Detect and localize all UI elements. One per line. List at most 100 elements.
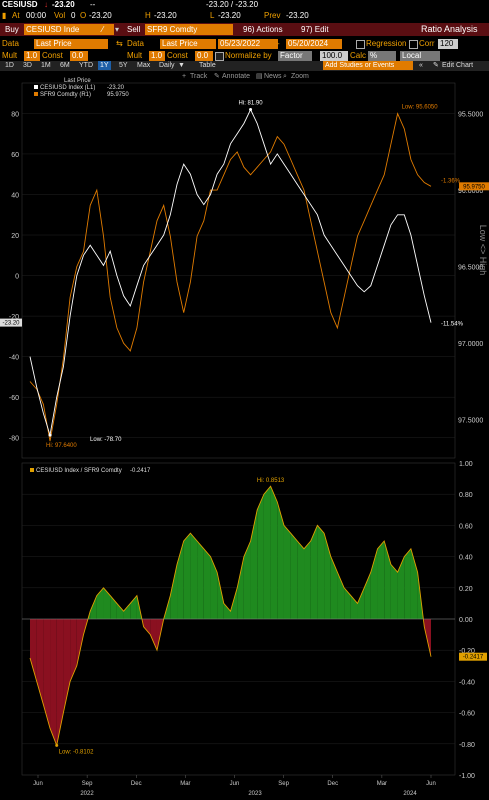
normalize-select[interactable]: Factor — [278, 51, 312, 61]
mult2-field[interactable]: 1.0 — [149, 51, 165, 61]
right-tick-label: 97.5000 — [458, 418, 483, 425]
low-annotation-sfr9: Low: 95.6050 — [402, 105, 439, 111]
ratio-area — [237, 556, 244, 619]
period-3d[interactable]: 3D — [23, 62, 32, 69]
track-tool[interactable]: Track — [190, 73, 208, 80]
end-date-field[interactable]: 05/20/2024 — [286, 39, 342, 49]
open-value: -23.20 — [89, 11, 112, 20]
date-separator: - — [277, 39, 280, 48]
legend-swatch — [34, 92, 38, 96]
ratio-area — [384, 541, 391, 619]
period-1d[interactable]: 1D — [5, 62, 14, 69]
x-month-label: Dec — [131, 781, 142, 787]
period-1y[interactable]: 1Y — [98, 61, 111, 70]
low-value: -23.20 — [218, 11, 241, 20]
swap-icon[interactable]: ⁄ — [100, 24, 114, 35]
add-studies-field[interactable]: Add Studies or Events — [323, 61, 413, 70]
open-label: O — [80, 11, 87, 20]
ratio-high-annotation: Hi: 0.8513 — [257, 478, 285, 484]
zoom-icon[interactable]: ⌕ — [283, 73, 287, 80]
page-title: Ratio Analysis — [421, 24, 478, 34]
x-month-label: Sep — [278, 781, 289, 787]
ratio-area — [103, 587, 111, 619]
zoom-tool[interactable]: Zoom — [291, 73, 309, 80]
mult-field[interactable]: 1.0 — [24, 51, 40, 61]
ratio-tick-label: -1.00 — [459, 773, 475, 780]
ratio-area — [76, 619, 84, 666]
data-field[interactable]: Last Price — [34, 39, 108, 49]
bar-icon: ▮ — [2, 11, 7, 20]
edit-chart-button[interactable]: Edit Chart — [442, 62, 474, 69]
edit-menu[interactable]: 97) Edit — [301, 25, 329, 34]
collapse-icon[interactable]: « — [419, 62, 423, 69]
sell-security-field[interactable]: SFR9 Comdty — [145, 24, 233, 35]
regression-label: Regression — [366, 39, 407, 48]
ratio-current-box — [459, 652, 487, 661]
news-tool[interactable]: News — [264, 73, 282, 80]
ratio-area — [56, 619, 64, 746]
last-suffix: -- — [90, 0, 96, 9]
track-icon[interactable]: + — [182, 73, 187, 80]
data2-field[interactable]: Last Price — [160, 39, 216, 49]
regression-checkbox[interactable] — [356, 40, 365, 49]
normalize-checkbox[interactable] — [215, 52, 224, 61]
ratio-area — [110, 595, 117, 619]
left-tick-label: -20 — [9, 314, 19, 321]
start-date-field[interactable]: 05/23/2022 — [218, 39, 278, 49]
frequency-select[interactable]: Daily — [159, 62, 175, 69]
corr-checkbox[interactable] — [409, 40, 418, 49]
ratio-panel: 1.00 0.80 0.60 0.40 0.20 0.00 -0.20 -0.40 -0.60 -… — [21, 461, 487, 780]
local-select[interactable]: Local — [400, 51, 440, 61]
ratio-area — [123, 603, 131, 619]
ticker[interactable]: CESIUSD — [2, 0, 38, 9]
buy-security-field[interactable]: CESIUSD Inde — [24, 24, 100, 35]
x-month-label: Dec — [327, 781, 338, 787]
ratio-legend-swatch — [30, 468, 34, 472]
period-1m[interactable]: 1M — [41, 62, 51, 69]
x-month-label: Jun — [426, 781, 436, 787]
news-icon[interactable]: ▤ — [256, 73, 263, 80]
ratio-tick-label: -0.20 — [459, 648, 475, 655]
ratio-tick-label: 0.00 — [459, 617, 473, 624]
x-month-label: Jun — [33, 781, 43, 787]
pencil-icon[interactable]: ✎ — [433, 62, 439, 69]
high-value: -23.20 — [154, 11, 177, 20]
pct-change-sfr9: -1.36% — [441, 178, 461, 184]
ratio-area — [116, 603, 124, 619]
actions-menu[interactable]: 96) Actions — [243, 25, 283, 34]
at-label: At — [12, 11, 20, 20]
period-6m[interactable]: 6M — [60, 62, 70, 69]
frequency-dropdown-icon[interactable]: ▼ — [178, 62, 185, 69]
period-ytd[interactable]: YTD — [79, 62, 93, 69]
left-tick-label: -40 — [9, 355, 19, 362]
legend-series-2-value: 95.9750 — [107, 92, 129, 98]
ratio-area — [344, 587, 351, 619]
pct-change-cesiusd: -11.54% — [441, 322, 464, 328]
annotate-icon[interactable]: ✎ — [214, 73, 220, 80]
ratio-area — [50, 619, 57, 746]
ratio-area — [217, 572, 224, 619]
dropdown-icon[interactable]: ▾ — [115, 25, 120, 34]
ratio-area — [183, 533, 191, 619]
left-tick-label: -60 — [9, 395, 19, 402]
corr-window-field[interactable]: 120 — [438, 39, 458, 49]
ratio-area — [250, 509, 258, 619]
ratio-area — [310, 525, 318, 619]
ratio-area — [230, 587, 238, 619]
ratio-tick-label: 0.80 — [459, 492, 473, 499]
calc-select[interactable]: % — [368, 51, 396, 61]
ratio-area — [177, 541, 184, 619]
low-annotation-cesiusd: Low: -78.70 — [90, 437, 122, 443]
legend-series-1-value: -23.20 — [107, 85, 125, 91]
link-icon: ⇆ — [116, 39, 123, 48]
const2-label: Const — [167, 51, 188, 60]
period-5y[interactable]: 5Y — [119, 62, 128, 69]
const-field[interactable]: 0.0 — [70, 51, 88, 61]
annotate-tool[interactable]: Annotate — [222, 73, 251, 80]
table-toggle[interactable]: Table — [199, 62, 216, 69]
const2-field[interactable]: 0.0 — [195, 51, 213, 61]
period-max[interactable]: Max — [137, 62, 151, 69]
factor-field[interactable]: 100.0 — [320, 51, 348, 61]
ratio-legend-value: -0.2417 — [130, 468, 151, 474]
